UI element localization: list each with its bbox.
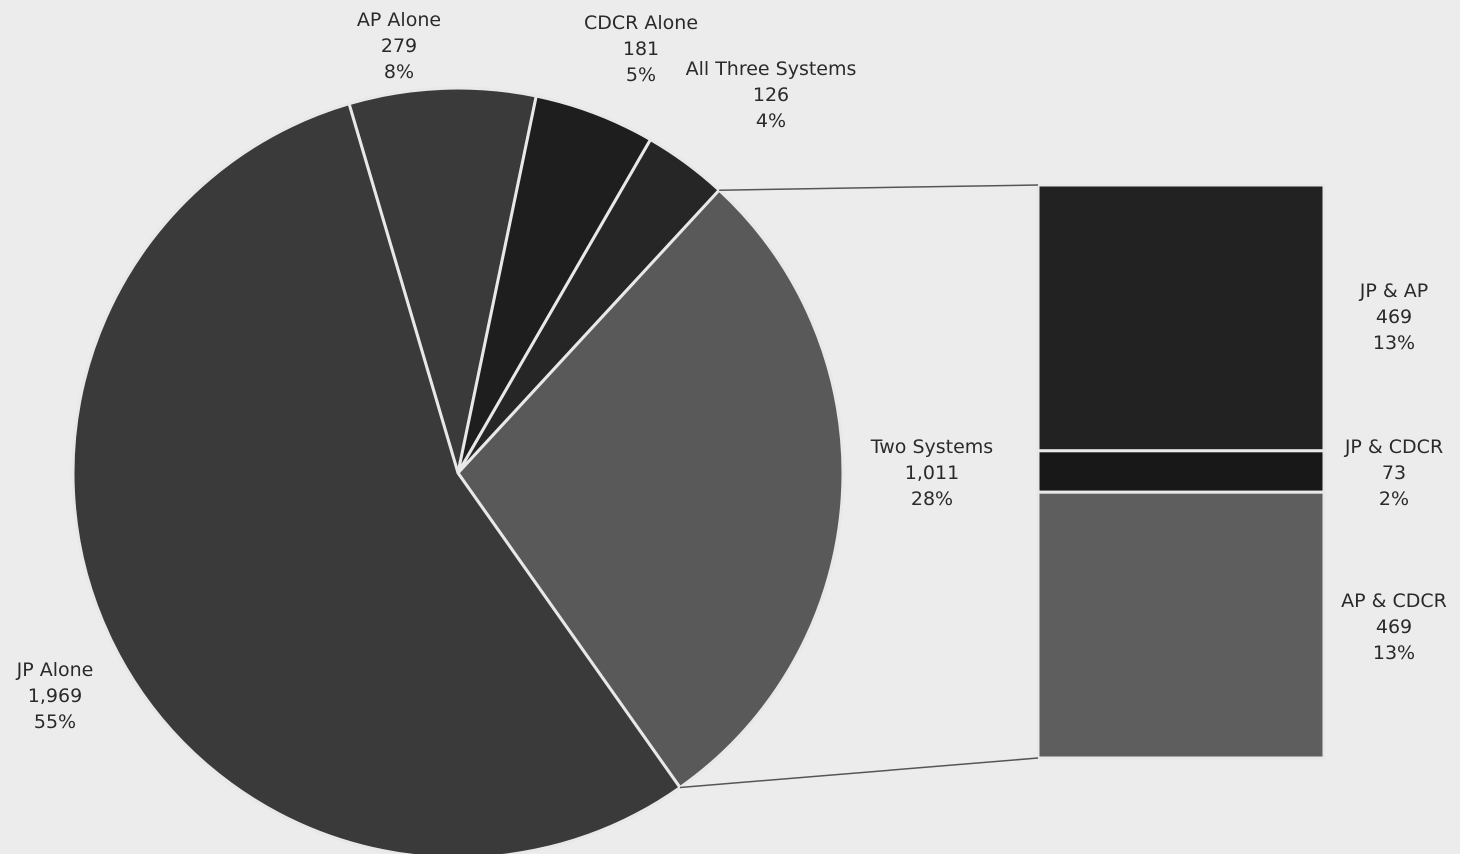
data-labels: JP Alone 1,969 55% AP Alone 279 8% CDCR Alone 1… — [16, 9, 1447, 733]
pie-slice-jp-alone — [71, 102, 682, 854]
data-label-two-systems: Two Systems 1,011 28% — [870, 436, 993, 510]
pie-slice-two-systems — [456, 188, 845, 790]
bar-segment-ap-cdcr — [1036, 490, 1326, 760]
bar-segment-jp-ap — [1036, 183, 1326, 453]
data-label-cdcr-alone: CDCR Alone 181 5% — [584, 12, 698, 86]
data-label-ap-cdcr: AP & CDCR 469 13% — [1341, 590, 1447, 664]
bar-segment-jp-cdcr — [1036, 449, 1326, 494]
connector-top — [719, 184, 1039, 191]
data-label-jp-ap: JP & AP 469 13% — [1359, 280, 1428, 354]
connector-bottom — [679, 757, 1039, 789]
pie-slices — [71, 86, 845, 854]
connector-lines — [679, 184, 1039, 789]
pie-slice-ap-alone — [347, 86, 538, 475]
data-label-jp-cdcr: JP & CDCR 73 2% — [1344, 436, 1443, 510]
data-label-all-three-systems: All Three Systems 126 4% — [686, 58, 857, 132]
data-label-jp-alone: JP Alone 1,969 55% — [16, 659, 94, 733]
data-label-ap-alone: AP Alone 279 8% — [357, 9, 441, 83]
breakdown-bar — [1036, 183, 1326, 760]
